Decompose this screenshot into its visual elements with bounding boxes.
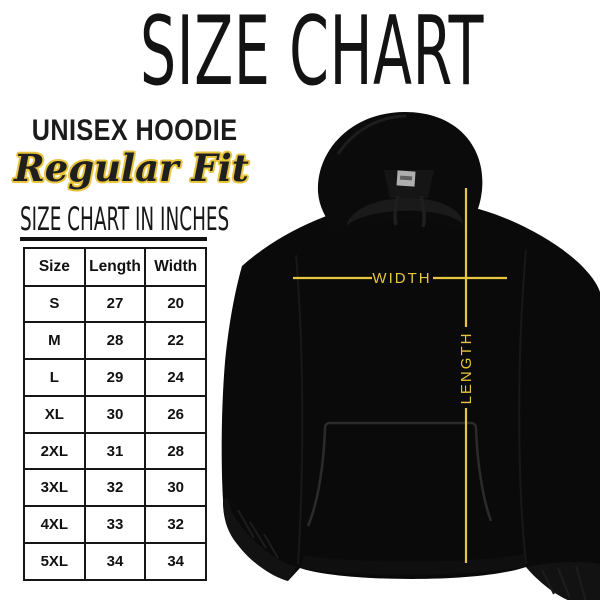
cell-length: 27 — [83, 284, 147, 324]
table-row: 3XL 32 30 — [23, 468, 207, 508]
col-header-width: Width — [144, 247, 207, 287]
cell-length: 29 — [83, 358, 147, 397]
left-cuff-ribs — [237, 509, 279, 559]
cell-width: 20 — [144, 284, 207, 324]
cell-width: 28 — [144, 431, 207, 471]
cell-width: 30 — [144, 468, 207, 508]
right-sleeve-seam — [518, 249, 527, 565]
table-row: 4XL 33 32 — [23, 505, 207, 545]
cell-width: 34 — [144, 542, 207, 581]
cell-length: 34 — [83, 542, 147, 581]
hoodie-photo: WIDTH LENGTH — [221, 112, 600, 600]
length-measure-label: LENGTH — [458, 332, 475, 405]
table-row: 5XL 34 34 — [23, 542, 207, 581]
table-row: L 29 24 — [23, 358, 207, 397]
cell-size: XL — [23, 394, 86, 434]
hem-band — [300, 554, 526, 575]
table-row: S 27 20 — [23, 284, 207, 324]
cell-size: M — [23, 321, 86, 361]
product-name: UNISEX HOODIE — [31, 114, 238, 147]
cell-length: 30 — [83, 394, 147, 434]
cell-length: 32 — [83, 468, 147, 508]
cell-width: 32 — [144, 505, 207, 545]
size-table: Size Length Width S 27 20 M 28 22 L 29 2… — [23, 247, 207, 581]
col-header-length: Length — [83, 247, 147, 287]
cell-length: 33 — [83, 505, 147, 545]
hood-opening — [346, 198, 463, 226]
cell-width: 24 — [144, 358, 207, 397]
cell-length: 28 — [83, 321, 147, 361]
cell-width: 22 — [144, 321, 207, 361]
table-heading-underline: SIZE CHART IN INCHES — [20, 202, 229, 241]
table-row: XL 30 26 — [23, 394, 207, 434]
table-row: 2XL 31 28 — [23, 431, 207, 471]
cell-size: 5XL — [23, 542, 86, 581]
left-sleeve-seam — [295, 254, 304, 565]
table-header-row: Size Length Width — [23, 247, 207, 287]
left-cuff — [223, 498, 296, 581]
brand-tag-print — [399, 175, 413, 181]
cell-size: 4XL — [23, 505, 86, 545]
table-heading: SIZE CHART IN INCHES — [20, 200, 230, 238]
drawcord-right — [419, 195, 426, 228]
cell-size: L — [23, 358, 86, 397]
right-cuff-ribs — [541, 565, 587, 600]
table-row: M 28 22 — [23, 321, 207, 361]
cell-size: S — [23, 284, 86, 324]
width-measure-label: WIDTH — [372, 270, 431, 287]
fit-label: Regular Fit — [14, 146, 249, 190]
pocket-outline — [306, 421, 493, 527]
cell-size: 3XL — [23, 468, 86, 508]
col-header-size: Size — [23, 247, 86, 287]
hood-fold — [336, 114, 407, 155]
drawcord-left — [393, 195, 400, 226]
hoodie-body — [221, 203, 600, 600]
cell-width: 26 — [144, 394, 207, 434]
cell-length: 31 — [83, 431, 147, 471]
cell-size: 2XL — [23, 431, 86, 471]
